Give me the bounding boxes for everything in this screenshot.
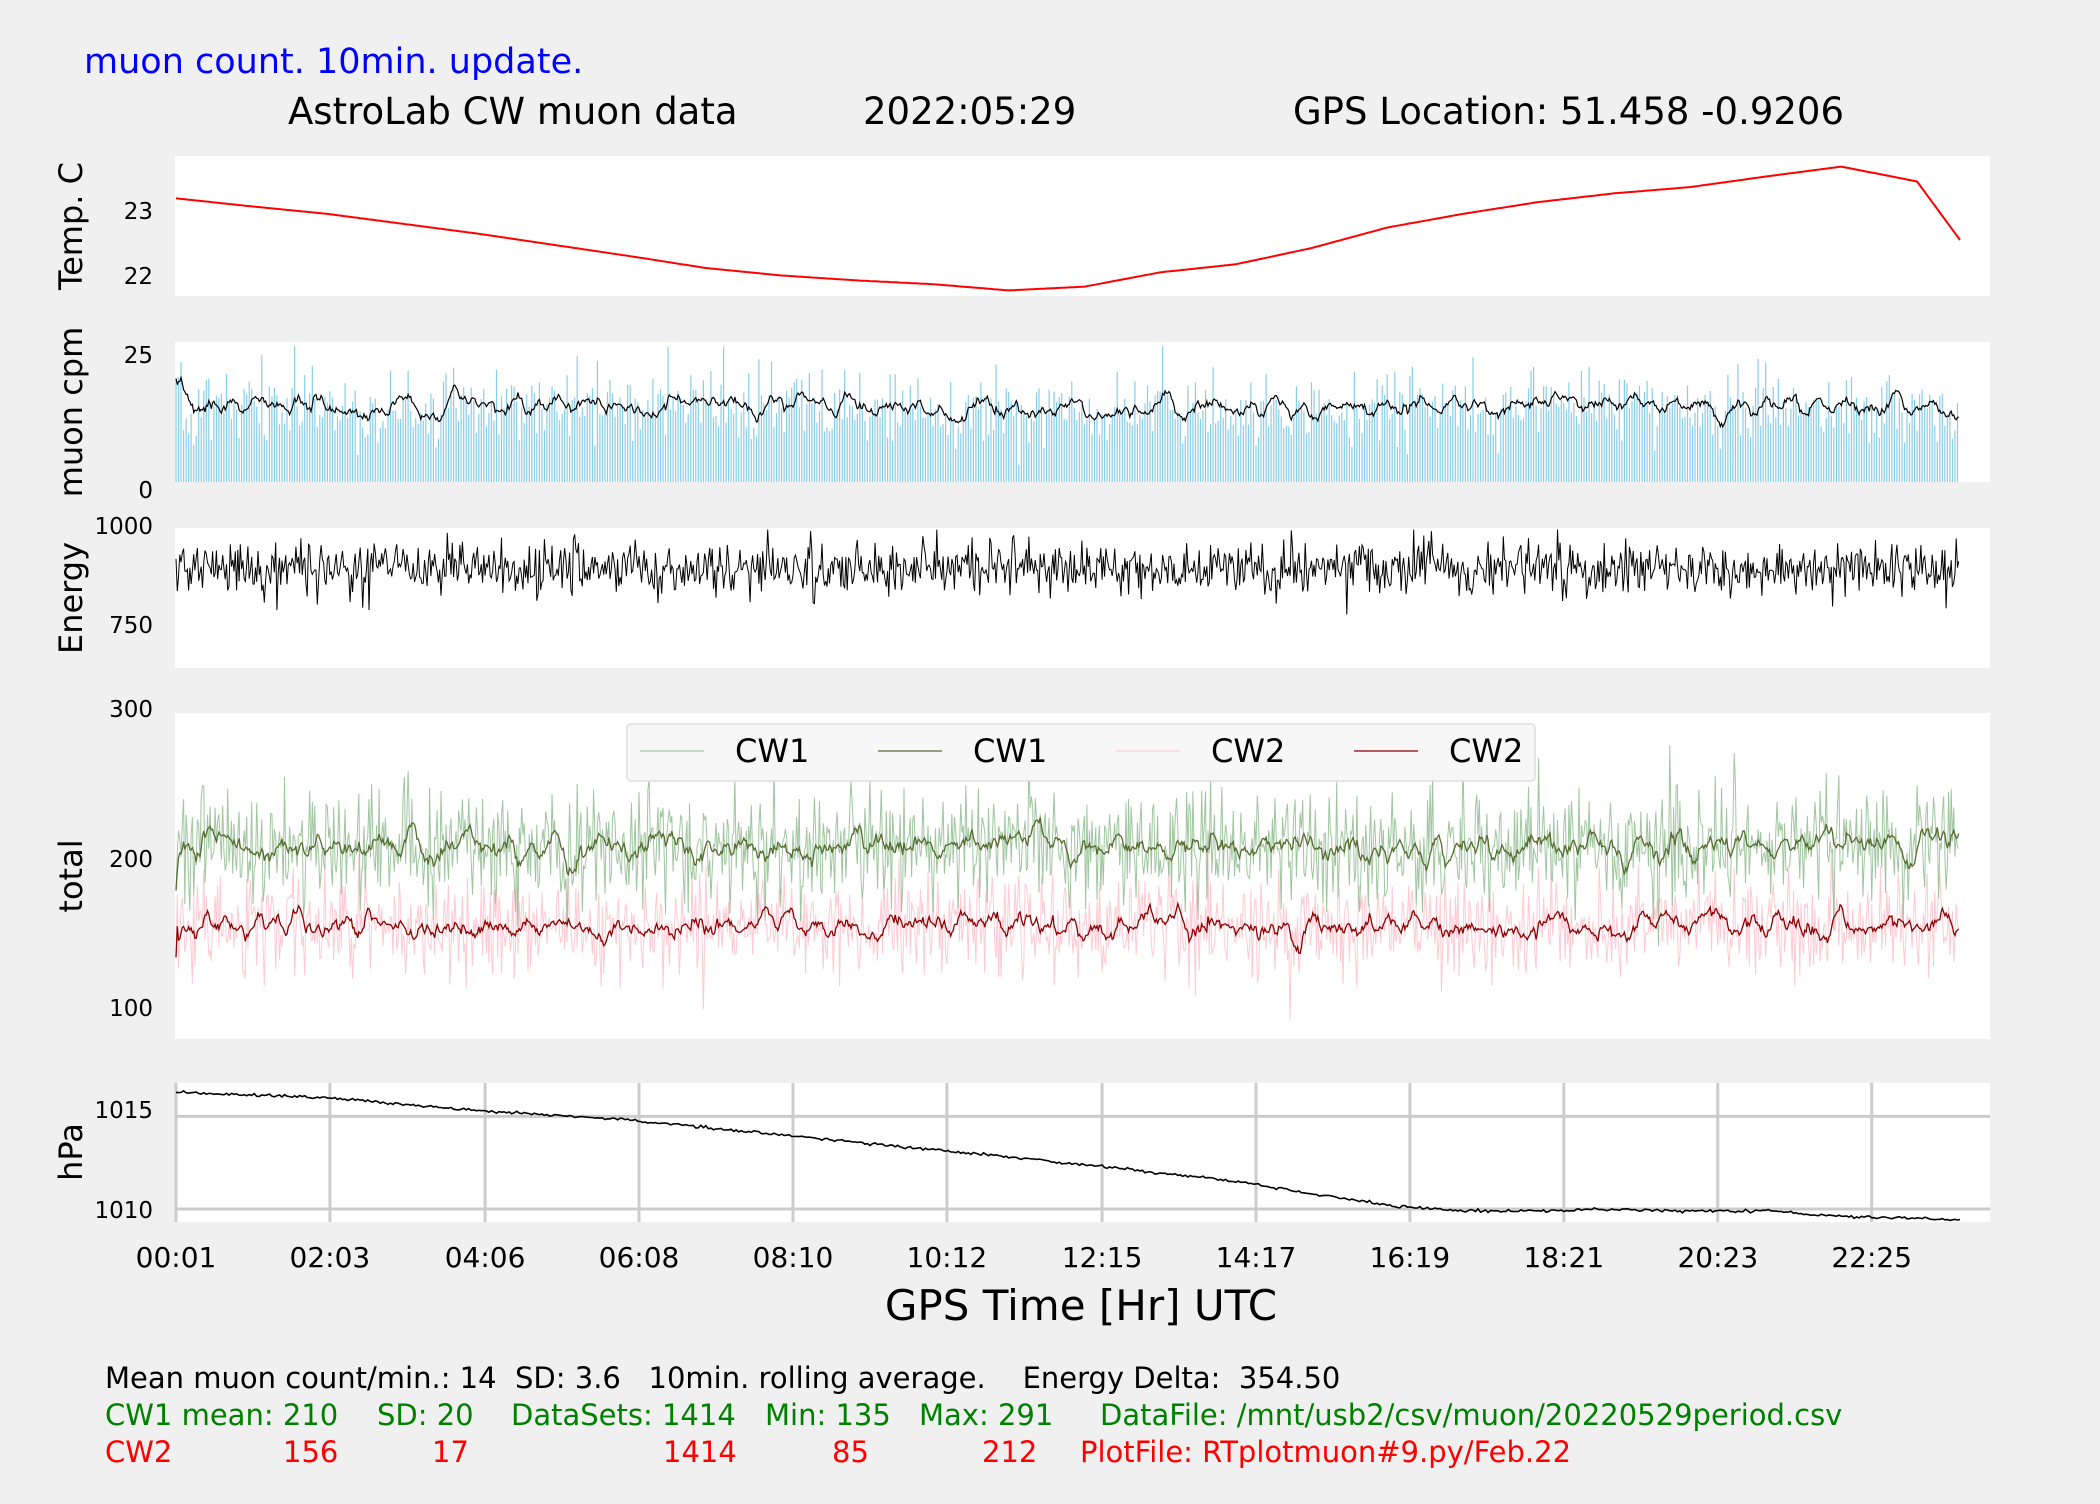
total-panel: total 100 200 300 CW1 CW1 CW2 CW2 [52,697,1990,1039]
temperature-plot-area [175,156,1990,296]
energy-line [175,529,1960,615]
legend-entry: CW1 [735,732,809,770]
chart-date: 2022:05:29 [863,90,1076,133]
total-cw2-raw-line [175,843,1960,1020]
cw1-max: Max: 291 [919,1398,1054,1432]
muon-cpm-y-tick: 0 [138,478,153,504]
x-axis-label: GPS Time [Hr] UTC [885,1281,1277,1330]
data-file: DataFile: /mnt/usb2/csv/muon/20220529per… [1100,1398,1843,1432]
x-tick-label: 06:08 [599,1241,680,1274]
total-cw2-rolling-line [175,901,1960,958]
legend-entry: CW2 [1211,732,1285,770]
plot-file: PlotFile: RTplotmuon#9.py/Feb.22 [1080,1435,1572,1469]
cw2-mean: 156 [283,1435,339,1469]
total-y-tick: 100 [109,996,153,1022]
stats-line: Mean muon count/min.: 14 SD: 3.6 10min. … [105,1361,1341,1395]
muon-cpm-panel: muon cpm 0 25 [52,327,1990,504]
pressure-y-tick: 1010 [94,1198,153,1224]
x-tick-label: 16:19 [1370,1241,1451,1274]
muon-cpm-y-label: muon cpm [52,327,90,498]
total-cw1-raw-line [175,745,1960,947]
energy-panel: Energy 750 1000 [52,514,1990,668]
x-tick-label: 12:15 [1062,1241,1143,1274]
gps-location: GPS Location: 51.458 -0.9206 [1293,90,1844,133]
cw2-sd: 17 [432,1435,469,1469]
muon-cpm-bars [175,346,1959,482]
pressure-plot-area [175,1083,1990,1222]
temperature-y-label: Temp. C [52,162,90,291]
pressure-y-tick: 1015 [94,1098,153,1124]
cw2-label: CW2 [105,1435,173,1469]
cw1-datasets: DataSets: 1414 [511,1398,736,1432]
muon-cpm-rolling-line [175,375,1959,429]
cw1-min: Min: 135 [765,1398,891,1432]
temperature-panel: Temp. C 22 23 [52,156,1990,296]
total-cw1-rolling-line [175,817,1960,891]
cw2-max: 212 [982,1435,1038,1469]
pressure-line [175,1089,1961,1222]
x-tick-label: 04:06 [445,1241,526,1274]
x-tick-label: 10:12 [907,1241,988,1274]
x-tick-label: 14:17 [1216,1241,1297,1274]
temperature-y-tick: 22 [124,264,153,290]
cw1-mean: CW1 mean: 210 [105,1398,339,1432]
energy-y-tick: 1000 [94,514,153,540]
x-tick-label: 18:21 [1523,1241,1604,1274]
temperature-line [175,165,1961,292]
x-tick-label: 08:10 [753,1241,834,1274]
energy-y-tick: 750 [109,613,153,639]
total-y-tick: 200 [109,847,153,873]
cw2-min: 85 [832,1435,869,1469]
muon-cpm-y-tick: 25 [124,343,153,369]
total-y-tick: 300 [109,697,153,723]
pressure-y-label: hPa [52,1123,90,1181]
x-axis-ticks: 00:01 02:03 04:06 06:08 08:10 10:12 12:15 14:17… [136,1241,1912,1274]
total-y-label: total [52,839,90,912]
legend-entry: CW1 [973,732,1047,770]
x-tick-label: 00:01 [136,1241,217,1274]
legend-box [626,723,1536,782]
cw2-datasets: 1414 [663,1435,737,1469]
energy-y-label: Energy [52,542,90,654]
cw1-sd: SD: 20 [377,1398,474,1432]
x-tick-label: 20:23 [1677,1241,1758,1274]
x-tick-label: 22:25 [1831,1241,1912,1274]
temperature-y-tick: 23 [124,199,153,225]
total-legend: CW1 CW1 CW2 CW2 [626,723,1536,782]
chart-title: AstroLab CW muon data [288,90,738,133]
x-tick-label: 02:03 [290,1241,371,1274]
update-note: muon count. 10min. update. [84,42,583,82]
legend-entry: CW2 [1449,732,1523,770]
